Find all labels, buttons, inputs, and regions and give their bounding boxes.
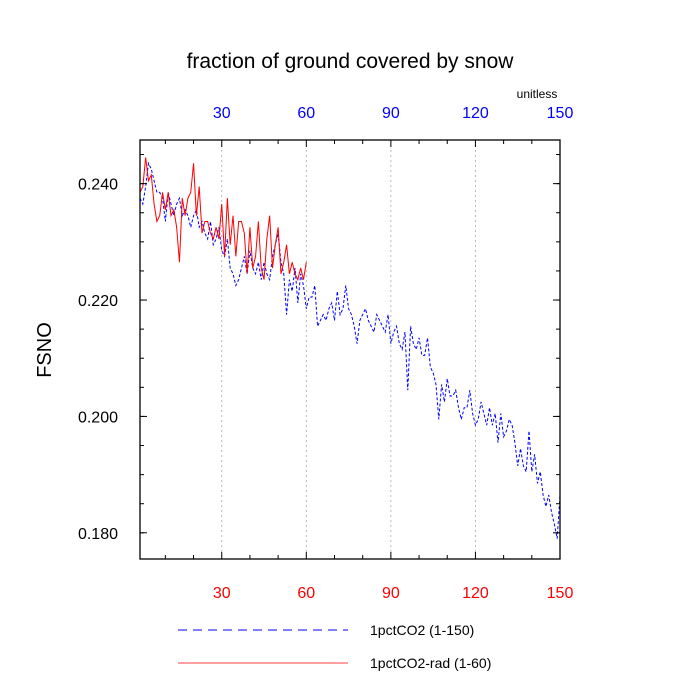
x-tick-label-bottom: 30 — [213, 585, 231, 602]
legend-label-1pctco2: 1pctCO2 (1-150) — [370, 622, 474, 638]
y-tick-label: 0.220 — [78, 293, 118, 310]
y-tick-label: 0.240 — [78, 177, 118, 194]
y-axis-label: FSNO — [34, 322, 56, 378]
legend: 1pctCO2 (1-150) 1pctCO2-rad (1-60) — [178, 622, 491, 671]
x-tick-label-bottom: 150 — [547, 585, 574, 602]
series-line-1pctco2 — [139, 161, 561, 539]
x-tick-label-top: 60 — [297, 105, 315, 122]
plot-frame — [139, 139, 561, 560]
x-tick-label-bottom: 90 — [382, 585, 400, 602]
grid-lines — [221, 140, 476, 559]
x-tick-label-top: 90 — [382, 105, 400, 122]
units-label: unitless — [517, 87, 558, 101]
x-tick-label-top: 120 — [462, 105, 489, 122]
y-tick-label: 0.200 — [78, 409, 118, 426]
series-lines — [139, 157, 561, 539]
y-tick-label: 0.180 — [78, 526, 118, 543]
x-tick-label-bottom: 120 — [462, 585, 489, 602]
series-line-1pctco2-rad — [139, 157, 307, 282]
chart-title: fraction of ground covered by snow — [187, 50, 515, 73]
x-tick-label-top: 30 — [213, 105, 231, 122]
legend-label-1pctco2-rad: 1pctCO2-rad (1-60) — [370, 655, 491, 671]
axes: 30 30 60 60 90 90 120 120 150 150 0.180 0.200 0.220 0… — [78, 105, 573, 602]
x-tick-label-bottom: 60 — [297, 585, 315, 602]
x-tick-label-top: 150 — [547, 105, 574, 122]
